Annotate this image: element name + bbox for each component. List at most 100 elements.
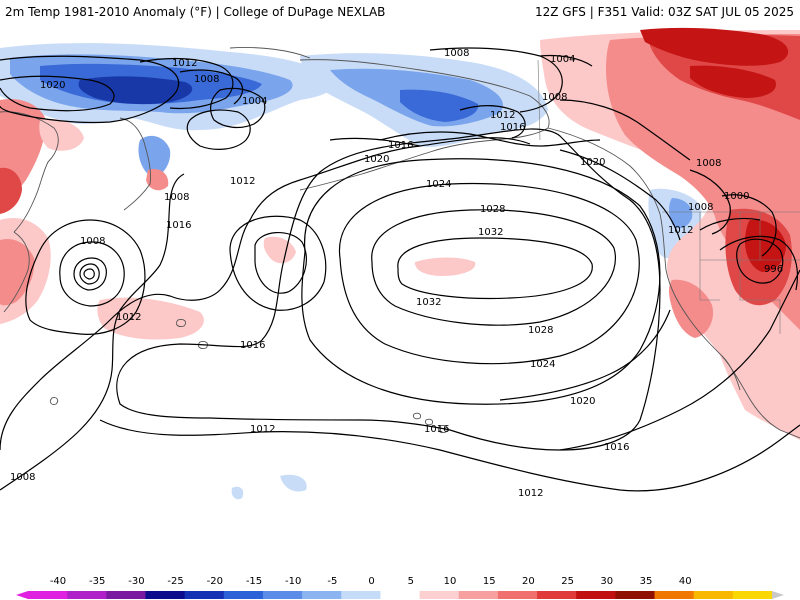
legend-arrow-max bbox=[772, 591, 784, 599]
legend-swatch bbox=[458, 591, 499, 599]
isobar-label: 1012 bbox=[250, 424, 275, 435]
isobar-label: 1028 bbox=[480, 204, 505, 215]
isobar-1008-west bbox=[0, 173, 185, 491]
isobar-1016-low bbox=[229, 215, 327, 311]
color-legend: -40 -35 -30 -25 -20 -15 -10 -5 0 5 10 15 20 25 30 35 40 bbox=[0, 572, 800, 600]
coast-alaska bbox=[299, 59, 550, 153]
legend-label: -5 bbox=[327, 576, 337, 587]
isobar-1004-alaska bbox=[539, 54, 593, 67]
legend-label: 30 bbox=[600, 576, 613, 587]
isobar-label: 1000 bbox=[724, 191, 749, 202]
legend-labels: -40 -35 -30 -25 -20 -15 -10 -5 0 5 10 15 20 25 30 35 40 bbox=[50, 576, 692, 587]
legend-swatch bbox=[184, 591, 225, 599]
isobar-1020-siberia bbox=[0, 75, 115, 112]
isobar-label: 1016 bbox=[240, 340, 265, 351]
isobar-label: 1020 bbox=[580, 157, 605, 168]
legend-swatch bbox=[419, 591, 460, 599]
isobar-1016-east bbox=[559, 269, 800, 451]
isobar-label: 1020 bbox=[40, 80, 65, 91]
legend-swatch bbox=[615, 591, 656, 599]
legend-arrow-min bbox=[16, 591, 28, 599]
legend-label: -10 bbox=[285, 576, 301, 587]
border-state-1 bbox=[699, 212, 720, 301]
anomaly-shading bbox=[0, 27, 800, 500]
isobar-1016-outer bbox=[116, 128, 661, 451]
map-title: 2m Temp 1981-2010 Anomaly (°F) | College… bbox=[5, 5, 386, 19]
isobar-low-west-3 bbox=[83, 268, 95, 280]
legend-swatch bbox=[262, 591, 303, 599]
coast-aleutians bbox=[299, 151, 431, 191]
isobar-1008-rockies bbox=[699, 217, 761, 231]
isobars bbox=[0, 47, 800, 492]
border-alaska-canada bbox=[537, 59, 541, 141]
isobar-label: 1016 bbox=[604, 442, 629, 453]
legend-label: -25 bbox=[167, 576, 183, 587]
anomaly-cool-patch-2 bbox=[280, 474, 307, 492]
coast-island-1 bbox=[175, 319, 187, 327]
legend-label: -20 bbox=[207, 576, 223, 587]
isobar-1016-siberia bbox=[0, 55, 180, 124]
legend-label: 35 bbox=[640, 576, 653, 587]
legend-swatch bbox=[302, 591, 342, 599]
isobar-low-west-4 bbox=[59, 241, 125, 307]
legend-label: 15 bbox=[483, 576, 496, 587]
legend-swatch bbox=[341, 591, 381, 599]
anomaly-warm-high-center bbox=[414, 257, 476, 276]
legend-label: -40 bbox=[50, 576, 66, 587]
anomaly-warm-california bbox=[668, 279, 714, 338]
isobar-label: 1008 bbox=[164, 192, 189, 203]
legend-swatches bbox=[16, 591, 784, 599]
map-header: 2m Temp 1981-2010 Anomaly (°F) | College… bbox=[0, 0, 800, 24]
isobar-1016-aleutians bbox=[329, 137, 421, 147]
coast-baja bbox=[721, 355, 741, 391]
isobar-label: 1032 bbox=[478, 227, 503, 238]
legend-label: 25 bbox=[561, 576, 574, 587]
legend-swatch bbox=[28, 591, 68, 599]
coast-island-3 bbox=[49, 397, 59, 405]
isobar-label: 1008 bbox=[194, 74, 219, 85]
isobar-label: 1012 bbox=[668, 225, 693, 236]
legend-swatch bbox=[497, 591, 538, 599]
isobar-label: 1012 bbox=[490, 110, 515, 121]
legend-swatch bbox=[223, 591, 264, 599]
legend-label: 5 bbox=[408, 576, 414, 587]
isobar-label: 1008 bbox=[10, 472, 35, 483]
legend-swatch bbox=[576, 591, 616, 599]
coast-japan bbox=[3, 231, 30, 313]
isobar-label: 996 bbox=[764, 264, 783, 275]
coastlines bbox=[0, 47, 800, 439]
isobar-1008-alaska bbox=[429, 47, 563, 113]
anomaly-warm-sakhalin bbox=[146, 168, 169, 191]
anomaly-cool-pnw-coast-mid bbox=[669, 198, 693, 229]
anomaly-cool-patch-1 bbox=[231, 486, 244, 500]
isobar-1032-ring bbox=[397, 237, 593, 300]
isobar-label: 1004 bbox=[550, 54, 575, 65]
legend-swatch bbox=[145, 591, 186, 599]
isobar-low-west-2 bbox=[79, 263, 100, 285]
isobar-label: 1008 bbox=[696, 158, 721, 169]
isobar-label: 1016 bbox=[166, 220, 191, 231]
legend-swatch bbox=[67, 591, 107, 599]
anomaly-warm-siberia-coast-strong bbox=[0, 167, 22, 214]
isobar-1020-ring bbox=[301, 158, 661, 405]
coast-asia bbox=[0, 111, 59, 233]
isobar-1008-bc bbox=[559, 99, 691, 161]
legend-swatch bbox=[693, 591, 734, 599]
anomaly-cool-kamchatka bbox=[138, 135, 171, 177]
coast-siberia-north bbox=[229, 47, 311, 59]
legend-swatch bbox=[732, 591, 773, 599]
isobar-1012-south bbox=[99, 419, 800, 492]
weather-map: 1020 1016 1012 1008 1004 1008 1004 1008 … bbox=[0, 24, 800, 572]
isobar-996-low bbox=[736, 238, 784, 284]
isobar-label: 1016 bbox=[500, 122, 525, 133]
isobar-labels: 1020 1016 1012 1008 1004 1008 1004 1008 … bbox=[10, 48, 783, 499]
coast-hawaii-1 bbox=[413, 412, 421, 420]
isobar-label: 1020 bbox=[364, 154, 389, 165]
legend-label: -30 bbox=[128, 576, 144, 587]
legend-swatch bbox=[537, 591, 577, 599]
isobar-1012-outer bbox=[0, 137, 531, 451]
isobar-1000-thermal bbox=[721, 194, 777, 257]
isobar-1016-alaska bbox=[379, 131, 601, 147]
isobar-1028-ring bbox=[371, 209, 616, 326]
map-panel: 1020 1016 1012 1008 1004 1008 1004 1008 … bbox=[0, 24, 800, 572]
